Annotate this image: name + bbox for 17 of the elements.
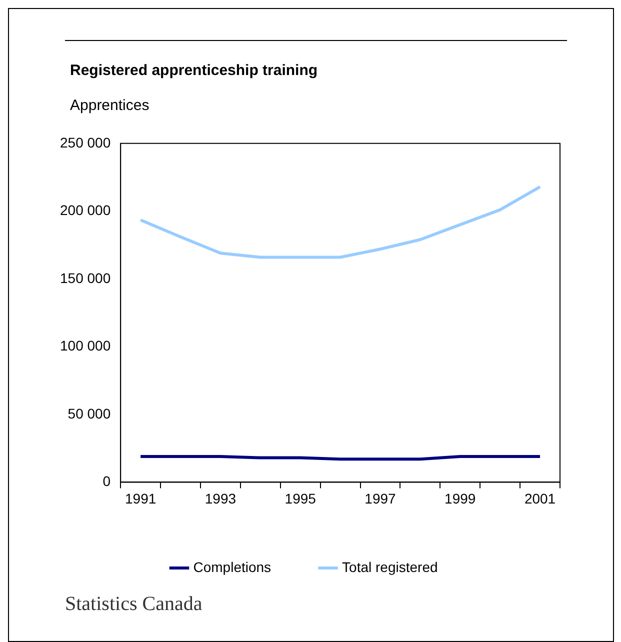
legend-label: Completions (193, 558, 272, 575)
y-tick-label: 100 000 (60, 338, 111, 354)
y-tick-label: 150 000 (60, 270, 111, 286)
legend-label: Total registered (342, 558, 438, 575)
chart-title: Registered apprenticeship training (70, 62, 318, 79)
x-tick-label: 1993 (204, 490, 236, 506)
x-tick-label: 1991 (125, 490, 156, 506)
y-tick-label: 50 000 (68, 405, 111, 422)
x-tick-label: 1997 (364, 490, 396, 506)
text: Statistics Canada (65, 593, 202, 616)
y-tick-label: 0 (102, 473, 111, 490)
y-tick-label: 200 000 (60, 202, 111, 218)
y-axis-title: Apprentices (70, 97, 150, 114)
x-tick-label: 2001 (524, 490, 556, 506)
y-tick-label: 250 000 (60, 134, 111, 150)
x-tick-label: 1995 (284, 490, 316, 506)
x-tick-label: 1999 (444, 490, 476, 506)
